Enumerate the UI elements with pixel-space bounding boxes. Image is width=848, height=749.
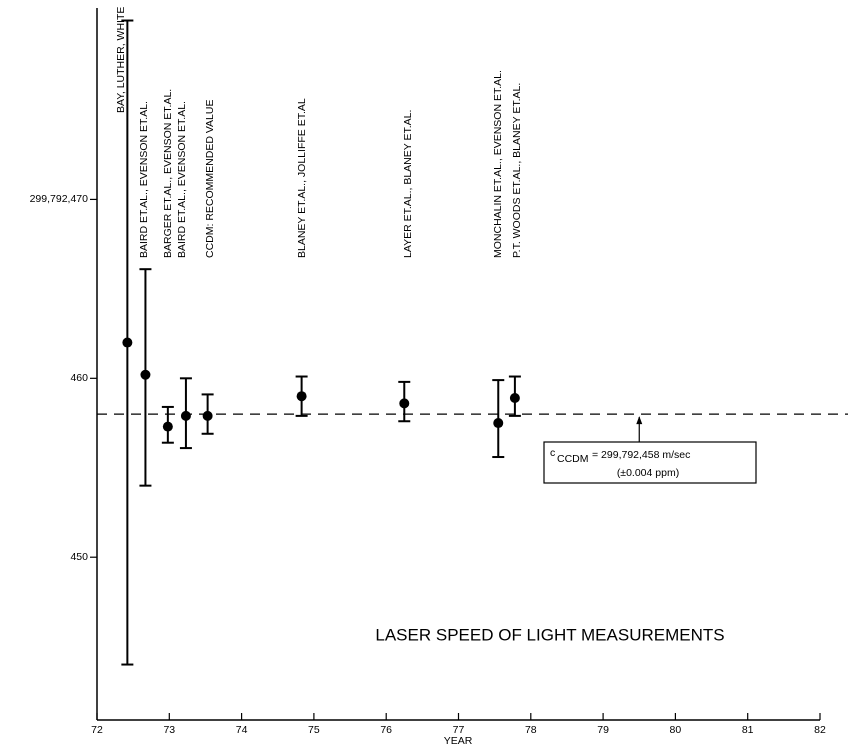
y-tick-label: 460 <box>70 372 88 384</box>
annotation-symbol: c <box>550 447 555 459</box>
x-tick-label: 77 <box>453 724 465 736</box>
data-point <box>399 398 410 409</box>
x-tick-label: 74 <box>236 724 248 736</box>
data-point <box>493 418 504 429</box>
x-tick-label: 82 <box>814 724 826 736</box>
data-point <box>509 392 520 403</box>
x-tick-label: 75 <box>308 724 320 736</box>
x-tick-label: 81 <box>742 724 754 736</box>
data-point <box>180 410 191 421</box>
arrow-head <box>636 416 643 425</box>
data-point <box>122 337 133 348</box>
x-tick-label: 73 <box>163 724 175 736</box>
point-label: BARGER ET.AL., EVENSON ET.AL. <box>162 89 174 258</box>
data-point <box>162 421 173 432</box>
x-axis-label: YEAR <box>444 735 473 747</box>
x-tick-label: 80 <box>670 724 682 736</box>
annotation-subscript: CCDM <box>557 453 589 465</box>
x-tick-label: 78 <box>525 724 537 736</box>
x-tick-label: 76 <box>380 724 392 736</box>
data-point <box>202 410 213 421</box>
data-point <box>296 391 307 402</box>
x-tick-label: 72 <box>91 724 103 736</box>
point-label: MONCHALIN ET.AL., EVENSON ET.AL. <box>492 70 504 258</box>
chart-title: LASER SPEED OF LIGHT MEASUREMENTS <box>375 625 724 644</box>
point-label: BAIRD ET.AL., EVENSON ET.AL. <box>176 101 188 258</box>
point-label: P.T. WOODS ET.AL., BLANEY ET.AL. <box>511 83 523 258</box>
point-label: LAYER ET.AL., BLANEY ET.AL. <box>402 110 414 258</box>
annotation-box <box>543 441 757 484</box>
annotation-text: = 299,792,458 m/sec <box>592 449 690 461</box>
y-tick-label: 450 <box>70 551 88 563</box>
data-point <box>140 369 151 380</box>
point-label: BAY, LUTHER, WHITE <box>115 7 127 113</box>
y-tick-label: 299,792,470 <box>30 193 89 205</box>
point-label: CCDM: RECOMMENDED VALUE <box>204 100 216 258</box>
point-label: BAIRD ET.AL., EVENSON ET.AL. <box>138 101 150 258</box>
annotation-uncertainty: (±0.004 ppm) <box>617 467 679 479</box>
x-tick-label: 79 <box>597 724 609 736</box>
point-label: BLANEY ET.AL., JOLLIFFE ET.AL <box>296 98 308 258</box>
